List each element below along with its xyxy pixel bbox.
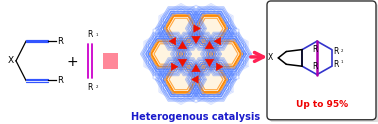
Polygon shape	[214, 44, 238, 64]
Text: +: +	[66, 55, 78, 69]
Polygon shape	[178, 41, 187, 49]
Polygon shape	[183, 43, 209, 65]
Polygon shape	[198, 18, 224, 39]
Text: R: R	[334, 47, 339, 56]
Text: R: R	[87, 30, 93, 39]
Polygon shape	[150, 40, 183, 68]
Polygon shape	[213, 43, 239, 65]
FancyArrowPatch shape	[251, 52, 263, 61]
Text: X: X	[8, 56, 14, 65]
Polygon shape	[180, 40, 212, 68]
Text: $^1$: $^1$	[340, 60, 344, 65]
Text: X: X	[268, 53, 273, 62]
Polygon shape	[214, 37, 221, 45]
Polygon shape	[169, 18, 193, 39]
FancyBboxPatch shape	[267, 1, 376, 120]
Polygon shape	[171, 63, 178, 71]
Polygon shape	[209, 40, 243, 68]
Polygon shape	[169, 69, 193, 90]
Text: R: R	[57, 37, 63, 46]
Polygon shape	[153, 43, 179, 65]
Text: R: R	[57, 76, 63, 85]
Polygon shape	[199, 69, 223, 90]
FancyBboxPatch shape	[270, 4, 378, 123]
Text: Heterogenous catalysis: Heterogenous catalysis	[132, 112, 260, 122]
Polygon shape	[197, 67, 225, 92]
Polygon shape	[197, 16, 225, 41]
Text: R: R	[87, 83, 93, 92]
Polygon shape	[167, 67, 195, 92]
Polygon shape	[194, 25, 200, 32]
Polygon shape	[199, 18, 223, 39]
Text: Up to 95%: Up to 95%	[296, 100, 348, 109]
Polygon shape	[192, 64, 200, 72]
Polygon shape	[192, 36, 200, 44]
Polygon shape	[205, 59, 214, 67]
Polygon shape	[205, 41, 214, 49]
Polygon shape	[167, 16, 195, 41]
Polygon shape	[152, 42, 180, 66]
Text: $^1$: $^1$	[95, 33, 99, 38]
Polygon shape	[198, 69, 224, 90]
Polygon shape	[182, 42, 210, 66]
Text: $^2$: $^2$	[340, 49, 344, 54]
Polygon shape	[184, 44, 208, 64]
Polygon shape	[169, 37, 176, 45]
Text: R: R	[312, 62, 318, 71]
Polygon shape	[216, 63, 223, 71]
Bar	[103, 53, 118, 69]
Polygon shape	[168, 69, 194, 90]
Polygon shape	[212, 42, 240, 66]
Text: $^2$: $^2$	[95, 84, 99, 90]
Text: R: R	[334, 60, 339, 69]
Polygon shape	[164, 65, 197, 93]
Text: R: R	[312, 45, 318, 54]
Polygon shape	[195, 15, 228, 43]
Polygon shape	[168, 18, 194, 39]
Polygon shape	[178, 59, 187, 67]
Polygon shape	[154, 44, 178, 64]
Polygon shape	[195, 65, 228, 93]
Polygon shape	[192, 76, 198, 83]
Polygon shape	[164, 15, 197, 43]
